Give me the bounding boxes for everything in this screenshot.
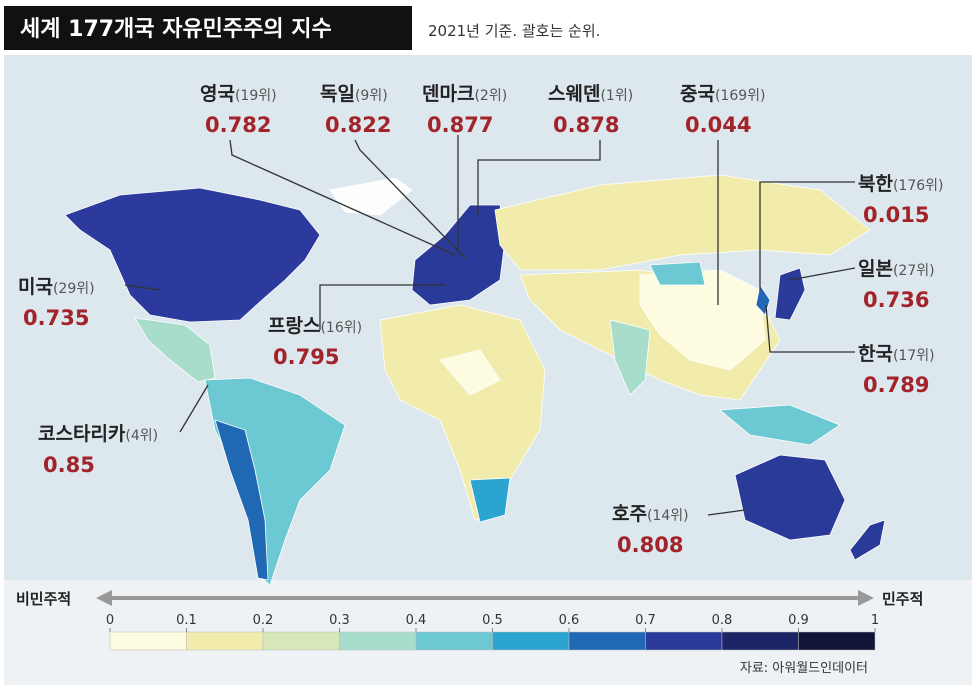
country-name: 독일 — [320, 83, 355, 105]
country-name: 호주 — [612, 503, 647, 525]
subtitle: 2021년 기준. 괄호는 순위. — [428, 22, 600, 40]
greenland — [329, 177, 413, 216]
source: 자료: 아워월드인데이터 — [740, 661, 868, 676]
callout-label: 북한(176위) — [858, 173, 944, 195]
country-rank: (4위) — [125, 428, 158, 444]
legend-bin — [721, 631, 799, 651]
legend-left-label: 비민주적 — [16, 590, 71, 608]
country-rank: (27위) — [893, 263, 935, 279]
country-name: 프랑스 — [268, 315, 320, 337]
callout-label: 덴마크(2위) — [422, 83, 507, 105]
country-rank: (169위) — [715, 88, 766, 104]
callout-value: 0.044 — [685, 113, 751, 137]
legend-tick-label: 0.8 — [712, 613, 733, 628]
callout-value: 0.822 — [325, 113, 391, 137]
legend-bin — [492, 631, 570, 651]
callout-label: 코스타리카(4위) — [38, 423, 158, 445]
japan — [774, 267, 806, 321]
legend-right-label: 민주적 — [882, 590, 923, 608]
russia — [494, 174, 871, 271]
callout-label: 중국(169위) — [680, 83, 766, 105]
callout-label: 일본(27위) — [858, 258, 935, 280]
legend: 비민주적 민주적 0 0.1 0.2 0.3 0.4 0.5 0.6 0.7 0.8 0.9 1 — [16, 590, 923, 651]
country-name: 미국 — [18, 276, 53, 298]
title-box — [4, 6, 412, 50]
title: 세계 177개국 자유민주주의 지수 — [20, 17, 332, 42]
southern-africa — [469, 477, 511, 523]
callout-value: 0.782 — [205, 113, 271, 137]
legend-tick-label: 0.4 — [406, 613, 427, 628]
callout-value: 0.735 — [23, 306, 89, 330]
legend-arrow-left — [96, 590, 112, 606]
callout-label: 한국(17위) — [858, 343, 935, 365]
country-rank: (14위) — [647, 508, 689, 524]
legend-tick-label: 0.3 — [329, 613, 350, 628]
callout-label: 영국(19위) — [200, 83, 277, 105]
country-rank: (1위) — [600, 88, 633, 104]
country-name: 코스타리카 — [38, 423, 126, 445]
legend-bin — [415, 631, 493, 651]
callout-value: 0.877 — [427, 113, 493, 137]
legend-bin — [568, 631, 646, 651]
country-rank: (16위) — [320, 320, 362, 336]
callout-value: 0.015 — [863, 203, 929, 227]
country-rank: (29위) — [53, 281, 95, 297]
legend-bin — [645, 631, 723, 651]
legend-bin — [109, 631, 187, 651]
country-name: 덴마크 — [422, 83, 474, 105]
indonesia — [718, 404, 841, 446]
legend-tick-label: 1 — [871, 613, 879, 628]
callout-label: 독일(9위) — [320, 83, 388, 105]
callout-value: 0.878 — [553, 113, 619, 137]
country-rank: (2위) — [474, 88, 507, 104]
legend-bin — [339, 631, 417, 651]
callout-label: 미국(29위) — [18, 276, 95, 298]
country-rank: (17위) — [893, 348, 935, 364]
country-name: 한국 — [858, 343, 893, 365]
legend-bin — [798, 631, 876, 651]
legend-tick-label: 0.5 — [482, 613, 503, 628]
leader-lines — [124, 135, 856, 516]
country-rank: (19위) — [235, 88, 277, 104]
callout-value: 0.736 — [863, 288, 929, 312]
legend-tick-label: 0.1 — [176, 613, 197, 628]
callout-value: 0.85 — [43, 453, 95, 477]
callout-label: 호주(14위) — [612, 503, 689, 525]
legend-tick-label: 0.2 — [253, 613, 274, 628]
country-rank: (9위) — [355, 88, 388, 104]
legend-bin — [262, 631, 340, 651]
legend-tick-label: 0.9 — [788, 613, 809, 628]
callout-label: 스웨덴(1위) — [548, 83, 633, 105]
callout-value: 0.795 — [273, 345, 339, 369]
legend-bin — [186, 631, 264, 651]
new-zealand — [849, 519, 886, 561]
australia — [734, 454, 846, 541]
country-name: 중국 — [680, 83, 715, 105]
callout-value: 0.789 — [863, 373, 929, 397]
mongolia — [649, 261, 706, 286]
legend-tick-label: 0.7 — [635, 613, 656, 628]
callouts: 영국(19위)0.782독일(9위)0.822덴마크(2위)0.877스웨덴(1… — [18, 83, 944, 557]
world-map — [64, 174, 886, 586]
country-name: 일본 — [858, 258, 893, 280]
china — [639, 269, 766, 371]
callout-value: 0.808 — [617, 533, 683, 557]
country-name: 북한 — [858, 173, 893, 195]
south-america-west — [214, 419, 269, 581]
country-name: 스웨덴 — [548, 83, 600, 105]
country-name: 영국 — [200, 83, 235, 105]
legend-tick-label: 0 — [106, 613, 114, 628]
callout-label: 프랑스(16위) — [268, 315, 362, 337]
legend-arrow-right — [858, 590, 874, 606]
legend-tick-label: 0.6 — [559, 613, 580, 628]
india — [609, 319, 651, 396]
sahel — [439, 349, 501, 396]
north-america — [64, 187, 321, 323]
country-rank: (176위) — [893, 178, 944, 194]
